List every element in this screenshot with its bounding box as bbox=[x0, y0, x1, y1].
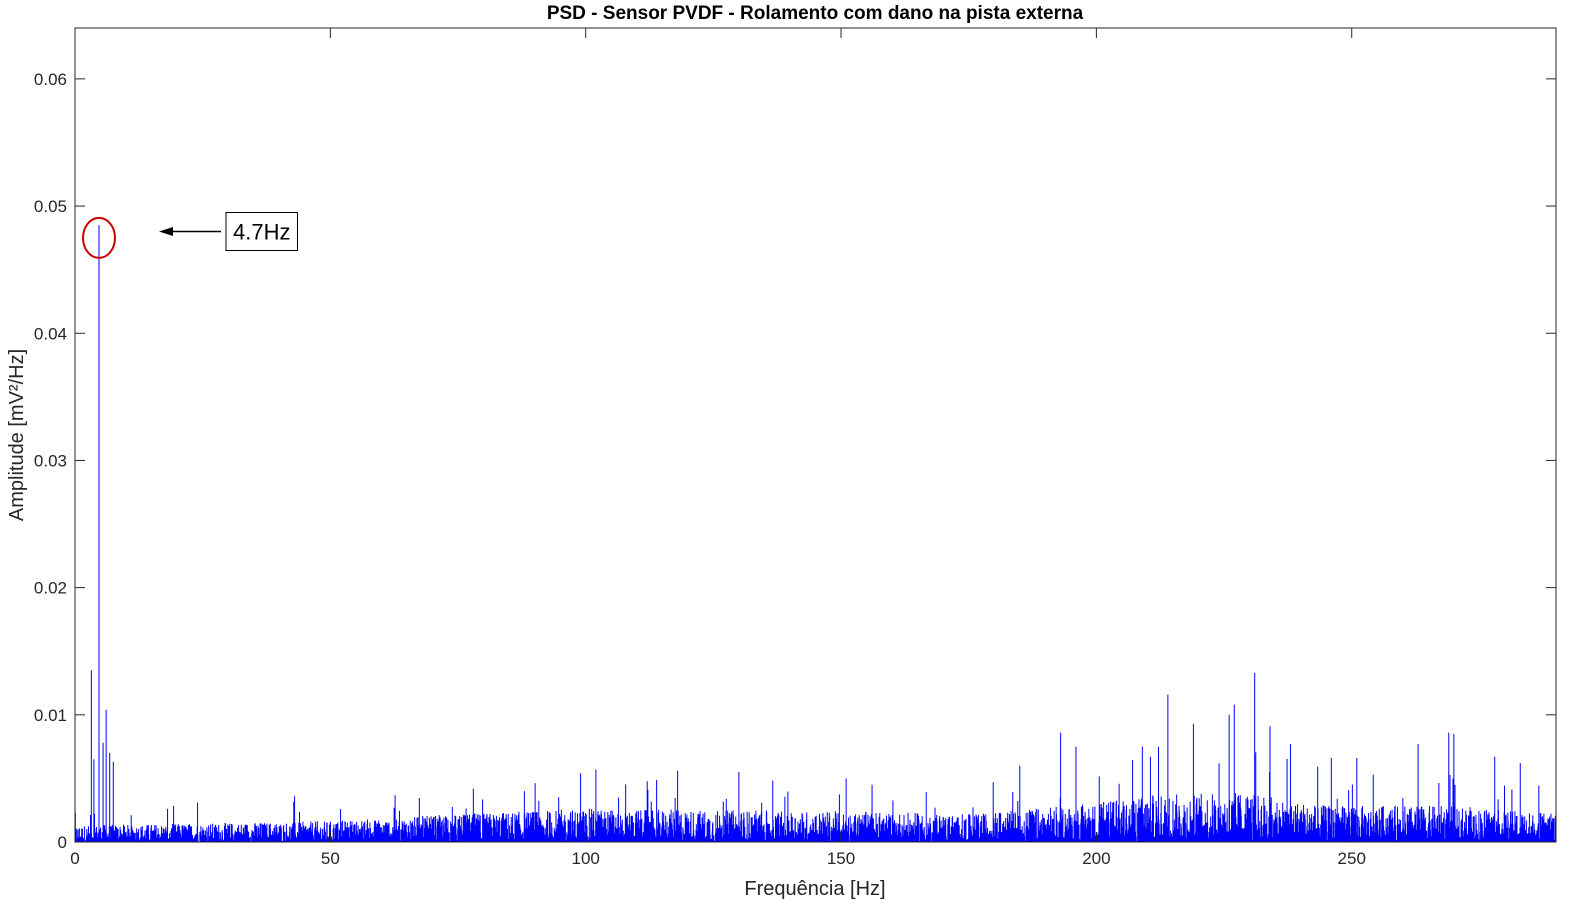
y-tick-label: 0.02 bbox=[34, 579, 67, 598]
x-tick-label: 100 bbox=[572, 849, 600, 868]
annotation-arrow-head bbox=[159, 227, 174, 236]
plot-frame bbox=[74, 27, 1557, 843]
peak-highlight-circle bbox=[82, 216, 117, 259]
ticks-layer: 0 50 100 150 200 250 0 0.01 0.02 0.03 0.04 0.05 0.06 bbox=[34, 28, 1556, 868]
x-tick-label: 0 bbox=[70, 849, 79, 868]
x-tick-label: 50 bbox=[321, 849, 340, 868]
annotation-box bbox=[225, 212, 298, 251]
series-layer bbox=[74, 225, 1557, 842]
y-axis-label: Amplitude [mV²/Hz] bbox=[6, 349, 28, 521]
chart-title: PSD - Sensor PVDF - Rolamento com dano n… bbox=[547, 3, 1084, 24]
annotation-label: 4.7Hz bbox=[233, 220, 290, 245]
y-tick-label: 0.05 bbox=[34, 197, 67, 216]
y-tick-label: 0 bbox=[58, 833, 67, 852]
x-tick-label: 150 bbox=[827, 849, 855, 868]
y-tick-label: 0.03 bbox=[34, 451, 67, 470]
annotation-layer: 4.7Hz bbox=[82, 212, 298, 259]
y-tick-label: 0.06 bbox=[34, 70, 67, 89]
y-tick-label: 0.04 bbox=[34, 324, 67, 343]
plot-area bbox=[75, 28, 1556, 842]
x-axis-label: Frequência [Hz] bbox=[744, 878, 885, 900]
x-tick-label: 200 bbox=[1082, 849, 1110, 868]
y-tick-label: 0.01 bbox=[34, 706, 67, 725]
x-tick-label: 250 bbox=[1338, 849, 1366, 868]
